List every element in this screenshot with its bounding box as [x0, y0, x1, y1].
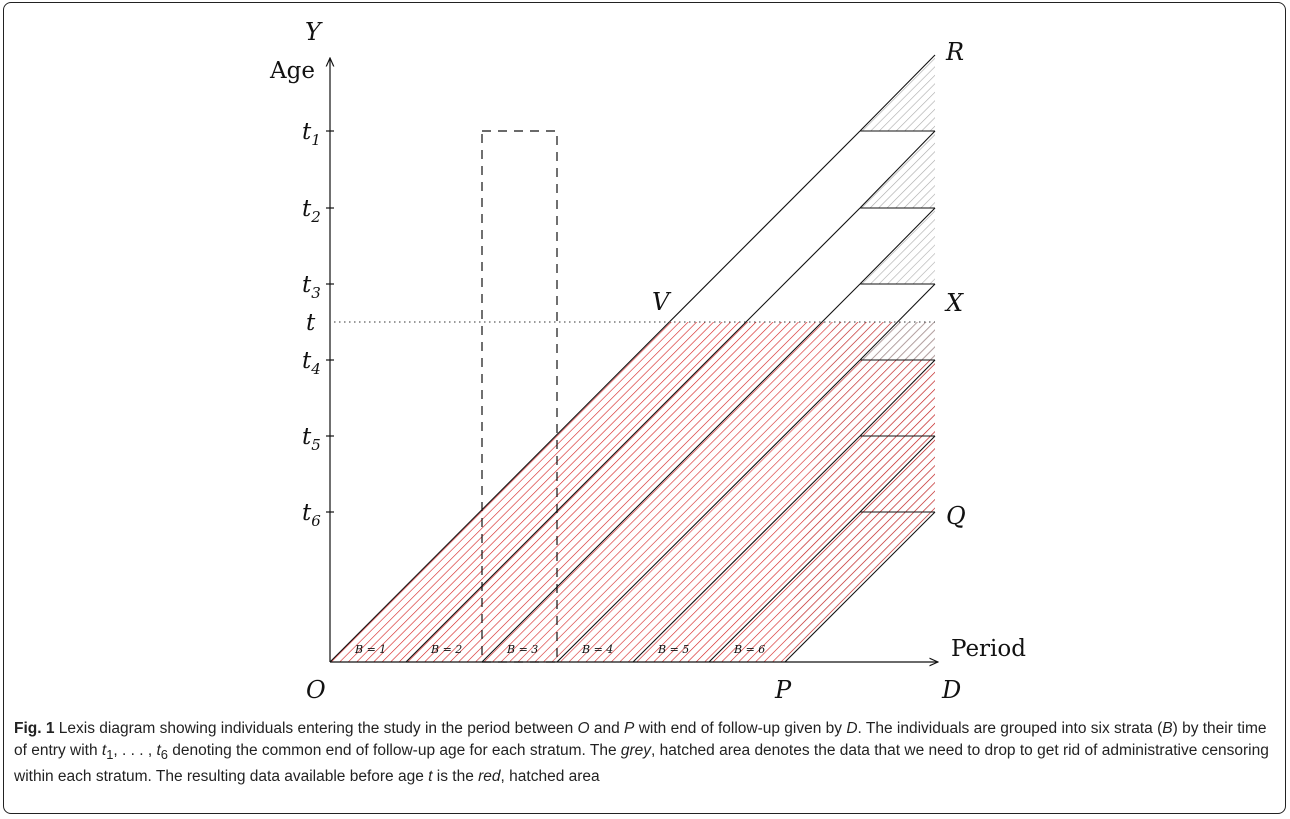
point-X: X	[944, 289, 964, 317]
svg-text:B = 4: B = 4	[581, 643, 613, 656]
figure-caption: Fig. 1 Lexis diagram showing individuals…	[14, 720, 1269, 786]
svg-text:B = 2: B = 2	[430, 643, 462, 656]
svg-text:B = 3: B = 3	[506, 643, 538, 656]
point-Q: Q	[946, 502, 966, 530]
y-axis-label: Age	[269, 58, 315, 84]
svg-text:t: t	[306, 310, 316, 336]
mask-band-2	[746, 208, 935, 322]
figure-frame	[3, 2, 1286, 814]
red-hatched-region	[330, 284, 935, 662]
origin-label: O	[306, 676, 326, 704]
dashed-window	[481, 130, 558, 663]
stratum-diagonals	[329, 54, 936, 663]
point-D: D	[941, 676, 961, 704]
y-ticks	[326, 130, 334, 513]
svg-text:t3: t3	[302, 272, 321, 302]
svg-text:B = 5: B = 5	[657, 643, 689, 656]
point-P: P	[774, 676, 792, 704]
svg-text:B = 1: B = 1	[354, 643, 386, 656]
svg-text:t4: t4	[302, 348, 321, 378]
svg-text:t6: t6	[302, 500, 321, 530]
svg-text:t2: t2	[302, 196, 321, 226]
svg-text:B = 6: B = 6	[733, 643, 765, 656]
point-R: R	[945, 38, 964, 66]
figure-label: Fig. 1	[14, 720, 55, 737]
red-mask-band-4	[860, 322, 935, 360]
y-tick-labels: t1 t2 t3 t t4 t5 t6	[302, 119, 321, 530]
point-V: V	[652, 288, 672, 316]
x-axis-label: Period	[951, 636, 1026, 662]
tick-range-math: t1, . . . , t6	[101, 742, 168, 763]
svg-text:t5: t5	[302, 424, 321, 454]
svg-text:t1: t1	[302, 119, 321, 149]
mask-band-1	[669, 131, 935, 322]
lexis-diagram: Y Age Period O t1 t2 t3 t t4 t5 t6 R V X…	[269, 18, 1026, 704]
stratum-labels: B = 1 B = 2 B = 3 B = 4 B = 5 B = 6	[354, 643, 765, 656]
y-letter: Y	[305, 18, 323, 46]
